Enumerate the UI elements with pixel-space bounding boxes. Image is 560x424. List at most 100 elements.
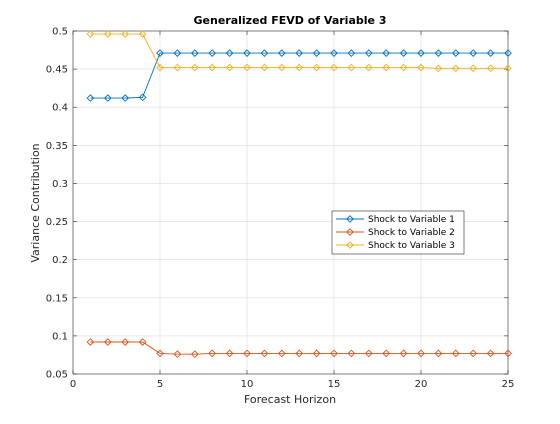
data-point-series-1 — [434, 49, 443, 57]
y-tick-label: 0.2 — [52, 255, 68, 266]
data-point-series-3 — [312, 63, 321, 72]
data-point-series-1 — [156, 49, 164, 57]
data-point-series-3 — [399, 63, 408, 72]
data-point-series-1 — [190, 49, 199, 57]
data-point-series-1 — [364, 49, 373, 57]
y-tick-label: 0.15 — [46, 293, 68, 304]
y-tick-label: 0.5 — [52, 27, 68, 38]
legend-label-2: Shock to Variable 2 — [368, 228, 455, 238]
data-point-series-1 — [225, 49, 234, 57]
data-point-series-1 — [138, 93, 147, 102]
x-axis-label: Forecast Horizon — [244, 393, 336, 406]
x-tick-label: 25 — [502, 379, 515, 390]
data-point-series-1 — [417, 49, 425, 57]
data-point-series-1 — [469, 49, 478, 57]
data-point-series-2 — [347, 349, 356, 358]
data-point-series-2 — [330, 349, 338, 358]
y-tick-label: 0.1 — [52, 331, 68, 342]
y-tick-label: 0.3 — [52, 179, 68, 190]
data-point-series-3 — [243, 63, 251, 72]
data-point-series-3 — [138, 30, 147, 38]
y-tick-label: 0.05 — [46, 370, 68, 381]
data-point-series-2 — [399, 349, 408, 358]
data-point-series-3 — [347, 63, 356, 72]
data-point-series-2 — [295, 349, 304, 358]
axes-background — [73, 31, 508, 374]
data-point-series-3 — [382, 63, 391, 72]
data-point-series-2 — [138, 338, 147, 346]
y-tick-label: 0.25 — [46, 217, 68, 228]
data-point-series-3 — [225, 63, 234, 72]
data-point-series-3 — [469, 64, 478, 73]
plot-area: 0 5 10 15 20 25 0.05 0.1 0.15 0.2 0.25 0.3 0.35 0.4 0.… — [46, 27, 515, 391]
data-point-series-3 — [103, 30, 112, 38]
data-point-series-2 — [190, 350, 199, 359]
legend-label-3: Shock to Variable 3 — [368, 241, 455, 251]
data-point-series-1 — [243, 49, 251, 57]
data-point-series-2 — [451, 349, 460, 358]
data-point-series-1 — [121, 94, 130, 102]
data-point-series-2 — [208, 349, 217, 358]
data-point-series-3 — [277, 63, 286, 72]
data-point-series-1 — [173, 49, 182, 57]
data-point-series-2 — [103, 338, 112, 346]
data-point-series-1 — [208, 49, 217, 57]
axes-box — [72, 30, 509, 375]
data-point-series-3 — [86, 30, 95, 38]
data-point-series-3 — [156, 63, 164, 72]
data-point-series-2 — [434, 349, 443, 358]
data-point-series-2 — [86, 338, 95, 346]
legend-marker-1 — [346, 215, 354, 223]
data-point-series-2 — [504, 349, 512, 358]
data-point-series-3 — [173, 63, 182, 72]
legend-marker-3 — [346, 241, 354, 249]
data-point-series-1 — [277, 49, 286, 57]
data-point-series-1 — [399, 49, 408, 57]
x-tick-label: 15 — [328, 379, 341, 390]
data-point-series-3 — [121, 30, 130, 38]
data-point-series-1 — [504, 49, 512, 57]
legend-label-1: Shock to Variable 1 — [368, 215, 455, 225]
data-point-series-1 — [260, 49, 269, 57]
data-point-series-3 — [504, 64, 512, 73]
data-point-series-1 — [382, 49, 391, 57]
data-point-series-2 — [312, 349, 321, 358]
data-point-series-3 — [417, 63, 425, 72]
y-axis-label: Variance Contribution — [29, 143, 42, 262]
legend-marker-2 — [346, 228, 354, 236]
x-tick-label: 10 — [241, 379, 254, 390]
y-tick-label: 0.45 — [46, 65, 68, 76]
y-tick-label: 0.35 — [46, 141, 68, 152]
data-point-series-3 — [295, 63, 304, 72]
data-point-series-2 — [382, 349, 391, 358]
data-point-series-2 — [417, 349, 425, 358]
data-point-series-3 — [364, 63, 373, 72]
data-point-series-1 — [295, 49, 304, 57]
data-point-series-1 — [312, 49, 321, 57]
data-point-series-3 — [486, 64, 495, 73]
data-point-series-1 — [451, 49, 460, 57]
data-point-series-2 — [173, 350, 182, 359]
data-point-series-1 — [103, 94, 112, 102]
data-point-series-2 — [121, 338, 130, 346]
data-point-series-3 — [208, 63, 217, 72]
data-point-series-2 — [156, 349, 164, 358]
chart-title: Generalized FEVD of Variable 3 — [194, 14, 387, 27]
series-line-2 — [90, 341, 508, 355]
data-point-series-3 — [434, 64, 443, 73]
y-tick-label: 0.4 — [52, 103, 68, 114]
x-tick-label: 20 — [415, 379, 428, 390]
series-line-3 — [90, 33, 508, 69]
legend-box — [331, 210, 465, 255]
data-point-series-2 — [225, 349, 234, 358]
data-point-series-2 — [486, 349, 495, 358]
data-point-series-1 — [347, 49, 356, 57]
data-point-series-2 — [277, 349, 286, 358]
data-point-series-2 — [364, 349, 373, 358]
legend: Shock to Variable 1 Shock to Variable 2 Sh… — [331, 210, 465, 255]
data-point-series-2 — [243, 349, 251, 358]
data-point-series-3 — [330, 63, 338, 72]
data-point-series-3 — [451, 64, 460, 73]
data-point-series-1 — [330, 49, 338, 57]
